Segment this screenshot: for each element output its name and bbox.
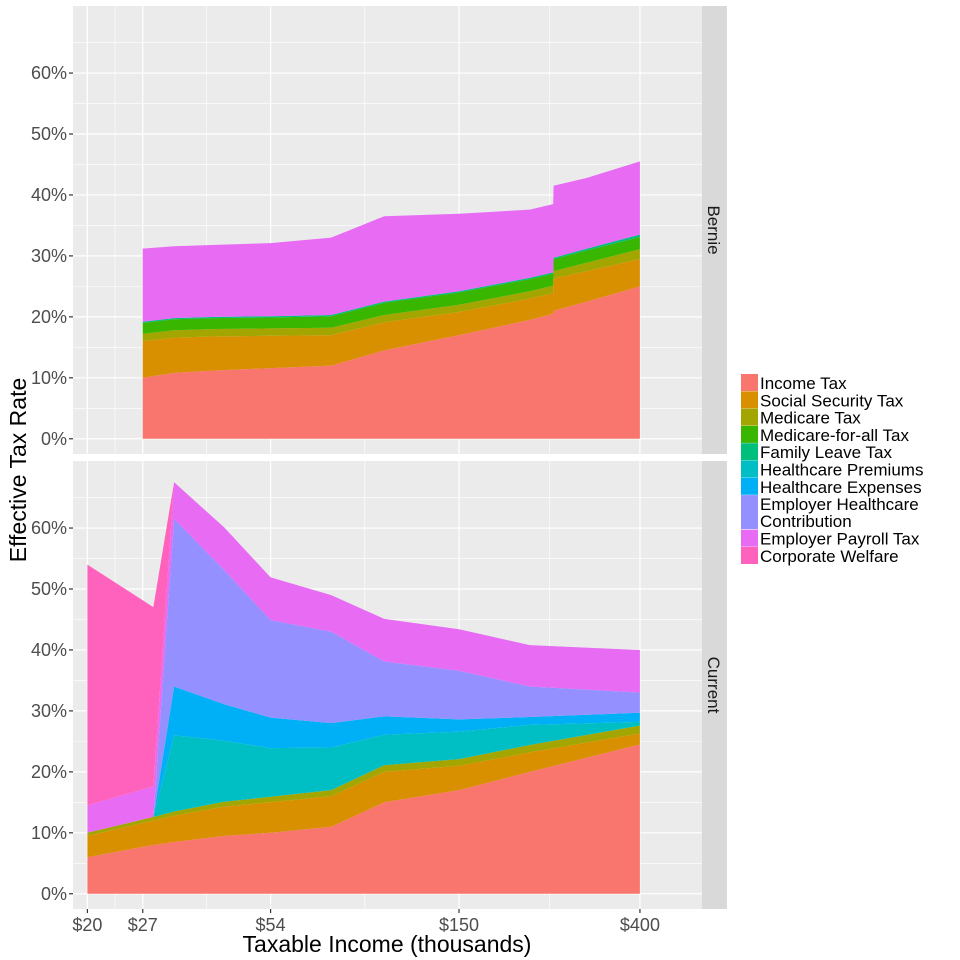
y-tick-label: 10%	[31, 823, 67, 843]
facet-strip-label: Current	[704, 657, 723, 714]
legend-swatch	[741, 408, 758, 426]
legend-label: Healthcare Premiums	[760, 461, 923, 480]
y-tick-label: 0%	[41, 884, 67, 904]
legend-label: Corporate Welfare	[760, 547, 899, 566]
area-employer-healthcare-contribution	[87, 518, 640, 833]
y-tick-label: 30%	[31, 246, 67, 266]
x-tick-label: $20	[72, 915, 102, 935]
legend-swatch	[741, 425, 758, 443]
area-income-tax	[142, 286, 640, 439]
y-tick-label: 10%	[31, 368, 67, 388]
x-tick-label: $54	[256, 915, 286, 935]
y-tick-label: 20%	[31, 307, 67, 327]
legend-label: Social Security Tax	[760, 391, 904, 410]
facet-strip-label: Bernie	[704, 205, 723, 254]
legend-swatch	[741, 477, 758, 495]
legend-label: Employer Healthcare	[760, 495, 919, 514]
y-tick-label: 50%	[31, 579, 67, 599]
legend-item-family-leave-tax: Family Leave Tax	[741, 443, 892, 462]
legend-item-healthcare-premiums: Healthcare Premiums	[741, 460, 923, 480]
legend-swatch	[741, 443, 758, 461]
x-axis-title: Taxable Income (thousands)	[243, 931, 532, 957]
area-medicare-tax	[87, 725, 640, 836]
x-tick-label: $150	[439, 915, 479, 935]
area-medicare-for-all-tax	[142, 237, 640, 334]
area-corporate-welfare	[87, 482, 640, 806]
area-healthcare-premiums	[87, 721, 640, 833]
legend-label: Medicare-for-all Tax	[760, 426, 909, 445]
legend-item-healthcare-expenses: Healthcare Expenses	[741, 477, 922, 497]
y-axis-title: Effective Tax Rate	[5, 378, 31, 563]
legend-item-employer-payroll-tax: Employer Payroll Tax	[741, 529, 920, 549]
area-income-tax	[87, 744, 640, 894]
area-employer-payroll-tax	[87, 482, 640, 833]
y-tick-label: 60%	[31, 518, 67, 538]
y-tick-label: 20%	[31, 762, 67, 782]
area-employer-payroll-tax	[142, 161, 640, 322]
x-tick-label: $27	[128, 915, 158, 935]
legend-swatch	[741, 529, 758, 547]
legend-label: Employer Payroll Tax	[760, 530, 920, 549]
legend-label: Family Leave Tax	[760, 443, 892, 462]
area-medicare-tax	[142, 249, 640, 342]
legend-swatch	[741, 547, 758, 564]
area-social-security-tax	[87, 733, 640, 858]
y-tick-label: 30%	[31, 701, 67, 721]
legend-label: Contribution	[760, 512, 852, 531]
area-social-security-tax	[142, 259, 640, 378]
facet-strip	[702, 6, 727, 454]
legend-swatch	[741, 374, 758, 391]
panel-bernie: 0% 10% 20% 30% 40% 50% 60% Bernie	[31, 6, 727, 454]
legend-label: Income Tax	[760, 374, 847, 393]
y-tick-label: 50%	[31, 124, 67, 144]
x-tick-label: $400	[620, 915, 660, 935]
legend-label: Medicare Tax	[760, 409, 861, 428]
facet-strip	[702, 461, 727, 909]
x-axis: $20 $27 $54 $150 $400	[72, 909, 660, 935]
y-tick-label: 60%	[31, 63, 67, 83]
legend-swatch	[741, 460, 758, 478]
legend-item-medicare-for-all-tax: Medicare-for-all Tax	[741, 425, 909, 445]
y-tick-label: 40%	[31, 640, 67, 660]
legend-item-social-security-tax: Social Security Tax	[741, 391, 904, 410]
y-tick-label: 0%	[41, 429, 67, 449]
legend-item-income-tax: Income Tax	[741, 374, 847, 393]
chart-panels: 0% 10% 20% 30% 40% 50% 60% Bernie 0% 10% 20% 30% 40%…	[31, 6, 727, 909]
y-tick-label: 40%	[31, 185, 67, 205]
legend-item-corporate-welfare: Corporate Welfare	[741, 547, 899, 566]
area-healthcare-expenses	[87, 686, 640, 833]
legend-swatch	[741, 495, 758, 530]
legend-label: Healthcare Expenses	[760, 478, 922, 497]
legend-item-medicare-tax: Medicare Tax	[741, 408, 861, 428]
legend-swatch	[741, 391, 758, 409]
panel-current: 0% 10% 20% 30% 40% 50% 60% Current	[31, 461, 727, 909]
